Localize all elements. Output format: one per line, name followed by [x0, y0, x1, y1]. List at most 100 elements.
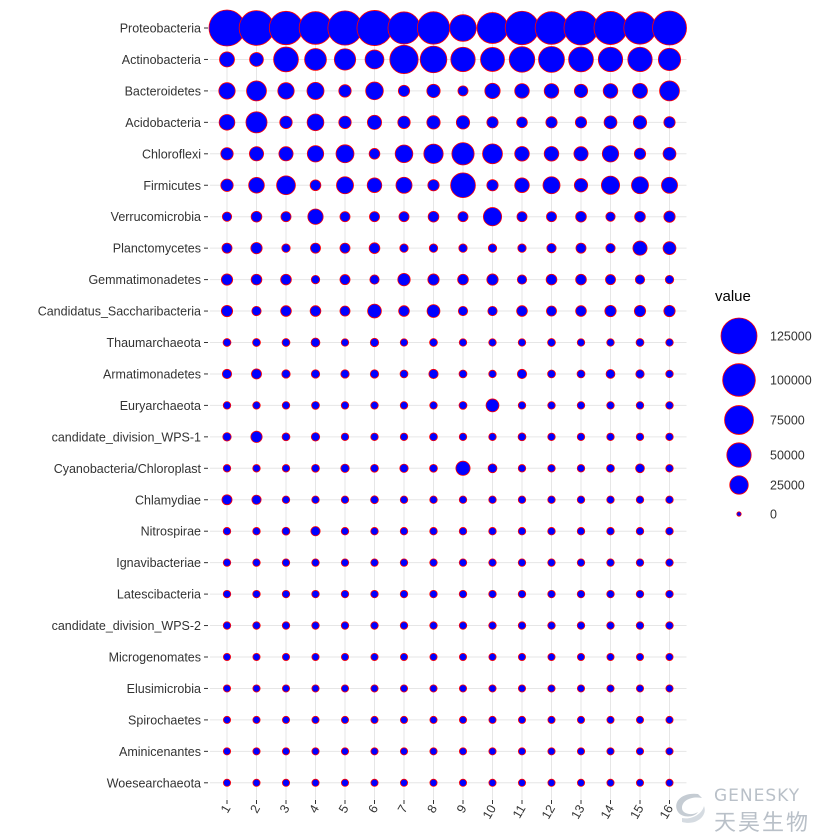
bubble-point [252, 589, 261, 599]
bubble-point [606, 621, 615, 630]
bubble-point [547, 464, 556, 473]
bubble-point [606, 684, 615, 693]
x-tick-label: 3 [277, 802, 293, 815]
bubble-point [222, 684, 232, 693]
bubble-point [399, 432, 409, 442]
bubble-point [517, 464, 527, 473]
bubble-point [399, 589, 409, 599]
bubble-point [222, 338, 232, 347]
size-legend: value 125000 100000 75000 50000 25000 0 [715, 288, 812, 522]
bubble-point [517, 495, 527, 504]
bubble-point [429, 684, 438, 693]
bubble-point [665, 621, 674, 630]
x-tick-label: 9 [454, 802, 470, 815]
bubble-point [508, 46, 536, 73]
bubble-point [488, 495, 497, 504]
y-tick-label: Verrucomicrobia [111, 210, 201, 224]
bubble-point [311, 715, 320, 724]
bubble-point [423, 143, 444, 164]
bubble-point [632, 240, 648, 256]
bubble-point [306, 81, 325, 100]
bubble-point [652, 10, 687, 46]
bubble-point [333, 48, 357, 71]
bubble-point [426, 115, 441, 130]
bubble-point [281, 464, 291, 473]
bubble-point [310, 242, 321, 254]
bubble-point [486, 273, 499, 286]
y-tick-label: Acidobacteria [125, 116, 201, 130]
bubble-point [606, 338, 615, 347]
bubble-point [547, 778, 556, 787]
bubble-point [397, 272, 411, 287]
bubble-point [576, 778, 586, 787]
bubble-point [281, 684, 291, 693]
bubble-point [311, 495, 320, 504]
bubble-point [665, 432, 674, 442]
bubble-point [516, 305, 528, 317]
bubble-point [662, 146, 677, 161]
bubble-point [635, 463, 645, 474]
bubble-point [416, 11, 451, 45]
bubble-point [488, 338, 497, 347]
bubble-point [476, 12, 509, 44]
bubble-point [575, 242, 587, 254]
bubble-point [397, 115, 411, 129]
bubble-point [298, 11, 333, 45]
bubble-point [222, 747, 232, 756]
bubble-point [517, 684, 527, 693]
grid-lines [210, 11, 687, 800]
bubble-point [399, 401, 409, 410]
bubble-point [635, 527, 645, 536]
bubble-point [635, 652, 645, 662]
bubble-point [455, 460, 471, 476]
bubble-point [573, 178, 589, 193]
bubble-point [573, 146, 589, 162]
bubble-point [309, 305, 322, 317]
bubble-point [369, 369, 380, 379]
bubble-point [276, 175, 296, 196]
bubble-point [516, 116, 528, 129]
bubble-point [370, 621, 379, 630]
bubble-point [252, 464, 261, 473]
legend-key-bubble [724, 405, 754, 435]
bubble-point [633, 304, 647, 318]
bubble-point [605, 243, 616, 254]
bubble-point [340, 527, 350, 536]
bubble-point [370, 684, 379, 693]
bubble-point [398, 305, 410, 317]
bubble-point [281, 715, 291, 724]
bubble-point [458, 684, 468, 693]
bubble-point [252, 621, 261, 630]
bubble-point [576, 558, 586, 567]
bubble-point [606, 463, 615, 473]
bubble-point [547, 558, 556, 567]
bubble-point [366, 114, 382, 130]
bubble-point [280, 305, 292, 317]
bubble-point [245, 111, 268, 134]
x-tick-label: 4 [306, 802, 322, 815]
bubble-point [606, 527, 615, 536]
bubble-point [281, 652, 291, 662]
bubble-point [632, 115, 648, 130]
bubble-point [517, 432, 527, 442]
bubble-point [634, 210, 646, 223]
bubble-point [627, 46, 653, 73]
bubble-point [458, 495, 468, 504]
bubble-point [576, 621, 586, 630]
bubble-point [338, 115, 352, 129]
bubble-point [534, 11, 569, 45]
bubble-point [593, 11, 628, 45]
bubble-point [389, 44, 419, 75]
bubble-point [399, 463, 409, 473]
bubble-point [281, 778, 291, 787]
bubble-point [480, 47, 505, 72]
bubble-point [576, 715, 586, 724]
bubble-point [221, 211, 233, 222]
bubble-point [429, 621, 438, 630]
legend-key-bubble [736, 511, 742, 517]
bubble-point [634, 274, 646, 285]
bubble-point [665, 684, 674, 693]
bubble-point [366, 177, 383, 193]
bubble-point [399, 684, 409, 693]
bubble-point [367, 303, 382, 319]
